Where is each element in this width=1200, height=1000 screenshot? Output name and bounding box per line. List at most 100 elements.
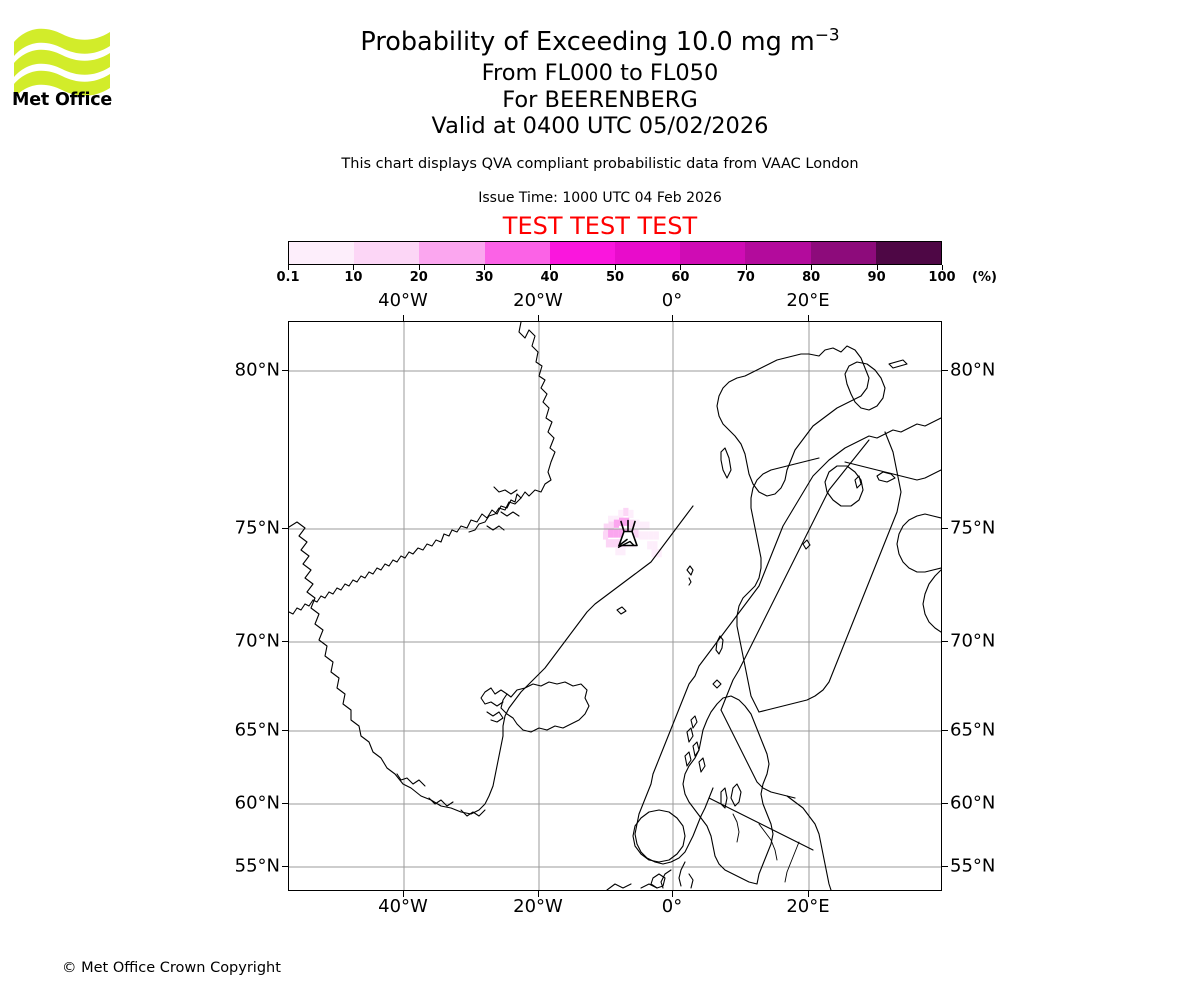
colorbar-tick-label-100: 100: [928, 270, 956, 285]
lat-tick-right-60°N: [942, 803, 948, 804]
lat-tick-left-65°N: [282, 730, 288, 731]
ash-cell: [623, 507, 629, 517]
ash-cell: [652, 541, 658, 550]
ash-cell: [651, 549, 657, 558]
colorbar-tick-label-40: 40: [540, 270, 559, 285]
colorbar-segment-2: [419, 242, 485, 264]
colorbar-tick-60: [680, 265, 682, 270]
colorbar-units-label: (%): [972, 270, 997, 285]
ash-cell: [653, 531, 659, 540]
colorbar-tick-50: [615, 265, 616, 270]
ash-cell: [639, 521, 645, 530]
ash-cell: [616, 539, 622, 548]
colorbar-segment-6: [680, 242, 746, 264]
map-plot-area: [288, 321, 942, 891]
colorbar-segment-5: [615, 242, 681, 264]
coastline-outlines: [289, 322, 941, 890]
page-title-text: Probability of Exceeding 10.0 mg m: [360, 27, 815, 57]
met-office-logo: [12, 22, 124, 114]
lat-tick-left-75°N: [282, 528, 288, 529]
colorbar-tick-label-20: 20: [409, 270, 428, 285]
colorbar-tick-label-10: 10: [344, 270, 363, 285]
lat-tick-left-60°N: [282, 803, 288, 804]
colorbar-tick-label-70: 70: [736, 270, 755, 285]
lat-label-left-55°N: 55°N: [234, 855, 280, 877]
ash-cell: [656, 549, 662, 558]
ash-cell: [620, 547, 626, 556]
graticule-gridlines: [289, 322, 941, 890]
lon-label-top-20°W: 20°W: [513, 290, 563, 311]
lat-tick-left-55°N: [282, 866, 288, 867]
ash-cell: [610, 539, 617, 548]
ash-cell: [613, 529, 619, 538]
ash-cell: [638, 531, 644, 540]
colorbar-tick-40: [549, 265, 551, 270]
ash-cell: [618, 529, 624, 538]
lon-tick-top-40°W: [403, 315, 404, 321]
lon-label-bottom-0°: 0°: [661, 896, 683, 917]
colorbar-tick-label-60: 60: [671, 270, 690, 285]
lat-tick-left-80°N: [282, 370, 288, 371]
ash-cell: [613, 519, 620, 528]
lon-tick-bottom-20°W: [538, 891, 539, 897]
ash-cell: [648, 531, 654, 540]
test-banner: TEST TEST TEST: [502, 212, 698, 240]
colorbar-tick-70: [745, 265, 747, 270]
lat-tick-right-70°N: [942, 641, 948, 642]
lat-tick-right-75°N: [942, 528, 948, 529]
lon-label-top-20°E: 20°E: [786, 290, 830, 311]
lat-label-right-70°N: 70°N: [950, 630, 996, 652]
ash-cell: [644, 521, 650, 530]
colorbar-segment-0: [289, 242, 355, 264]
lon-tick-top-0°: [672, 315, 673, 321]
ash-cell: [615, 547, 621, 556]
lon-tick-top-20°E: [808, 315, 809, 321]
ash-cell: [608, 521, 614, 530]
lat-tick-right-55°N: [942, 866, 948, 867]
lon-label-bottom-20°W: 20°W: [513, 896, 563, 917]
lon-label-bottom-20°E: 20°E: [786, 896, 830, 917]
lat-label-right-75°N: 75°N: [950, 517, 996, 539]
colorbar-tick-90: [876, 265, 878, 270]
ash-cell: [634, 519, 640, 528]
lon-label-top-40°W: 40°W: [378, 290, 428, 311]
ash-cell: [629, 519, 635, 528]
ash-cell: [647, 541, 653, 550]
colorbar-tick-label-0.1: 0.1: [276, 270, 300, 285]
lat-label-right-60°N: 60°N: [950, 792, 996, 814]
colorbar-segment-7: [745, 242, 811, 264]
colorbar-tick-label-30: 30: [475, 270, 494, 285]
volcano-subtitle: For BEERENBERG: [502, 86, 698, 113]
ash-cell: [623, 517, 630, 526]
colorbar-tick-label-90: 90: [867, 270, 886, 285]
lat-label-right-55°N: 55°N: [950, 855, 996, 877]
ash-cell: [633, 529, 639, 538]
volcano-symbol-icon: [617, 519, 638, 549]
probability-colorbar: 0.1 10 20 30 40 50 60 70 80 90 100: [276, 241, 956, 285]
colorbar-tick-100: [942, 265, 943, 270]
colorbar-tick-10: [353, 265, 355, 270]
colorbar-segment-3: [484, 242, 550, 264]
flight-level-subtitle: From FL000 to FL050: [481, 60, 719, 86]
ash-cell: [618, 509, 624, 519]
lat-label-left-65°N: 65°N: [234, 719, 280, 741]
chart-title-block: Probability of Exceeding 10.0 mg m−3 Fro…: [0, 24, 1200, 140]
colorbar-tick-0.1: [288, 265, 289, 270]
lat-label-left-70°N: 70°N: [234, 630, 280, 652]
colorbar-segment-1: [354, 242, 420, 264]
ash-cell: [602, 531, 609, 540]
issue-time: Issue Time: 1000 UTC 04 Feb 2026: [478, 190, 722, 206]
lon-tick-bottom-0°: [672, 891, 673, 897]
ash-cell: [605, 539, 612, 548]
lon-label-top-0°: 0°: [661, 290, 683, 311]
valid-time-subtitle: Valid at 0400 UTC 05/02/2026: [431, 113, 769, 139]
lat-label-right-80°N: 80°N: [950, 359, 996, 381]
colorbar-tick-30: [484, 265, 486, 270]
colorbar-gradient: [288, 241, 942, 265]
colorbar-tick-label-50: 50: [605, 270, 625, 285]
colorbar-segment-8: [810, 242, 876, 264]
qva-note: This chart displays QVA compliant probab…: [341, 156, 859, 172]
colorbar-tick-label-80: 80: [802, 270, 821, 285]
copyright-footer: © Met Office Crown Copyright: [62, 960, 281, 976]
lon-tick-top-20°W: [538, 315, 539, 321]
